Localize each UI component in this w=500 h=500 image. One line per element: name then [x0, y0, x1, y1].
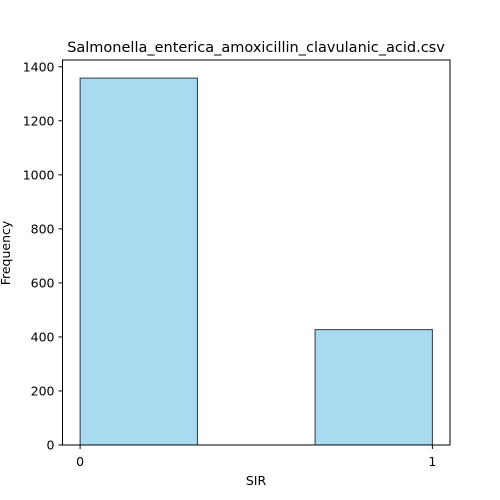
- y-tick-label-5: 1000: [23, 167, 55, 182]
- y-tick-label-3: 600: [31, 275, 55, 290]
- histogram-bar-1: [315, 330, 432, 445]
- y-axis-ticks: 0 200 400 600 800 1000 1200 1400: [23, 59, 63, 452]
- y-tick-label-7: 1400: [23, 59, 55, 74]
- histogram-bar-0: [80, 78, 197, 445]
- y-tick-label-6: 1200: [23, 113, 55, 128]
- x-axis-label: SIR: [246, 473, 267, 488]
- y-tick-label-4: 800: [31, 221, 55, 236]
- y-axis-label: Frequency: [0, 220, 13, 285]
- y-tick-label-2: 400: [31, 329, 55, 344]
- bars-group: [80, 78, 432, 445]
- y-tick-label-0: 0: [47, 438, 55, 453]
- x-tick-label-0: 0: [76, 454, 84, 469]
- x-tick-label-1: 1: [428, 454, 436, 469]
- chart-title: Salmonella_enterica_amoxicillin_clavulan…: [67, 40, 445, 56]
- y-tick-label-1: 200: [31, 383, 55, 398]
